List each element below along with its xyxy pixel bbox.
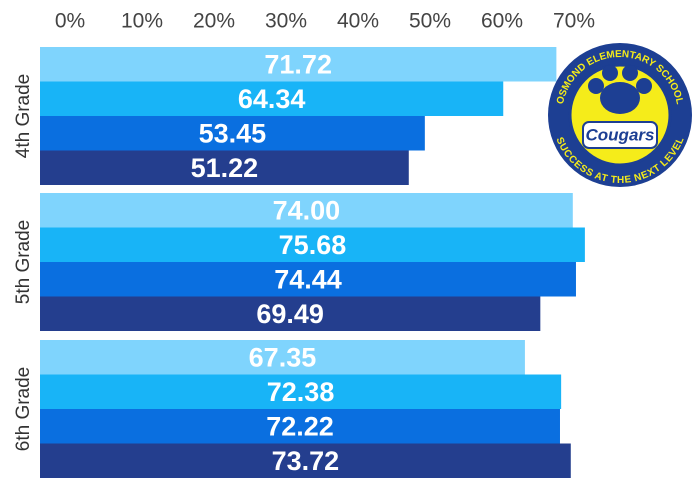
logo-text: Cougars xyxy=(586,125,655,144)
bar xyxy=(40,150,409,185)
bar xyxy=(40,227,585,262)
bar xyxy=(40,296,541,331)
logo-paw xyxy=(600,82,640,114)
value-label: 74.00 xyxy=(273,195,341,225)
value-label: 71.72 xyxy=(264,49,332,79)
x-tick-label: 60% xyxy=(481,10,523,33)
x-tick-label: 10% xyxy=(121,10,163,33)
bar xyxy=(40,81,504,116)
category-label: 6th Grade xyxy=(13,367,34,452)
value-label: 64.34 xyxy=(238,84,306,114)
logo-paw xyxy=(622,65,638,81)
bar xyxy=(40,193,573,228)
x-tick-label: 50% xyxy=(409,10,451,33)
bar xyxy=(40,47,557,82)
logo-paw xyxy=(636,78,652,94)
category-label: 4th Grade xyxy=(13,74,34,159)
bar xyxy=(40,262,576,297)
logo-banner xyxy=(582,121,658,149)
logo-paw xyxy=(602,65,618,81)
value-label: 72.38 xyxy=(267,377,335,407)
value-label: 53.45 xyxy=(199,118,267,148)
x-tick-label: 0% xyxy=(55,10,85,33)
value-label: 69.49 xyxy=(256,299,324,329)
bar xyxy=(40,116,425,151)
logo: Cougars OSMOND ELEMENTARY SCHOOL SUCCESS… xyxy=(548,43,692,187)
value-label: 67.35 xyxy=(249,342,317,372)
x-tick-label: 20% xyxy=(193,10,235,33)
value-label: 75.68 xyxy=(279,230,347,260)
bar xyxy=(40,443,571,478)
x-tick-label: 70% xyxy=(553,10,595,33)
x-tick-label: 30% xyxy=(265,10,307,33)
bar xyxy=(40,409,560,444)
category-label: 5th Grade xyxy=(13,220,34,305)
bar xyxy=(40,340,525,375)
value-label: 72.22 xyxy=(266,411,334,441)
x-tick-label: 40% xyxy=(337,10,379,33)
bar xyxy=(40,374,562,409)
logo-paw xyxy=(588,78,604,94)
value-label: 74.44 xyxy=(274,264,342,294)
logo-center xyxy=(568,63,672,167)
value-label: 51.22 xyxy=(191,153,259,183)
value-label: 73.72 xyxy=(272,446,340,476)
